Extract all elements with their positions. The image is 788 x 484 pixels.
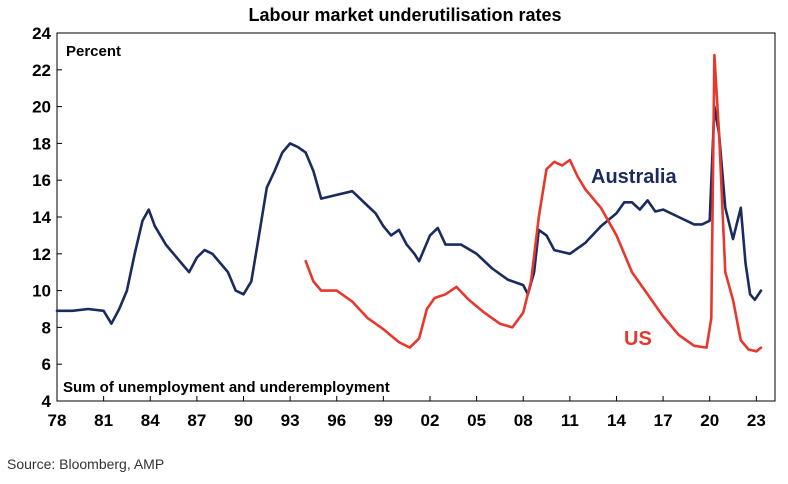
- x-tick-label: 08: [514, 411, 533, 430]
- y-tick-label: 24: [32, 24, 51, 43]
- x-tick-label: 84: [141, 411, 160, 430]
- x-tick-label: 20: [700, 411, 719, 430]
- x-tick-label: 99: [374, 411, 393, 430]
- y-tick-label: 4: [42, 392, 52, 411]
- legend-label-us: US: [624, 328, 652, 350]
- y-tick-label: 22: [32, 61, 51, 80]
- x-tick-label: 81: [94, 411, 113, 430]
- x-tick-label: 96: [327, 411, 346, 430]
- y-axis-label: Percent: [66, 43, 121, 60]
- legend-label-australia: Australia: [591, 166, 677, 188]
- series-line-australia: [55, 105, 763, 326]
- plot-area: [56, 32, 776, 402]
- y-tick-label: 20: [32, 98, 51, 117]
- series-line-us: [304, 53, 763, 353]
- chart-title: Labour market underutilisation rates: [248, 5, 561, 25]
- y-tick-label: 16: [32, 171, 51, 190]
- y-tick-label: 14: [32, 208, 51, 227]
- x-tick-label: 11: [561, 411, 579, 430]
- x-tick-label: 14: [607, 411, 626, 430]
- x-tick-label: 05: [467, 411, 486, 430]
- x-tick-label: 87: [187, 411, 206, 430]
- chart-note: Sum of unemployment and underemployment: [63, 379, 390, 396]
- x-tick-label: 17: [654, 411, 673, 430]
- x-tick-label: 93: [281, 411, 300, 430]
- y-tick-label: 12: [32, 245, 51, 264]
- y-tick-label: 10: [32, 282, 51, 301]
- source-note: Source: Bloomberg, AMP: [7, 456, 164, 472]
- x-tick-label: 90: [234, 411, 253, 430]
- x-axis: 78 81 84 87 90 93 96 99 02 05 08 11 14 17 20 23: [48, 396, 766, 430]
- x-tick-label: 78: [48, 411, 67, 430]
- x-tick-label: 23: [747, 411, 766, 430]
- x-tick-label: 02: [421, 411, 440, 430]
- y-tick-label: 18: [32, 134, 51, 153]
- series-layer: [55, 53, 763, 353]
- y-tick-label: 6: [42, 355, 51, 374]
- y-axis: 4 6 8 10 12 14 16 18 20 22 24: [32, 24, 62, 411]
- y-tick-label: 8: [42, 318, 51, 337]
